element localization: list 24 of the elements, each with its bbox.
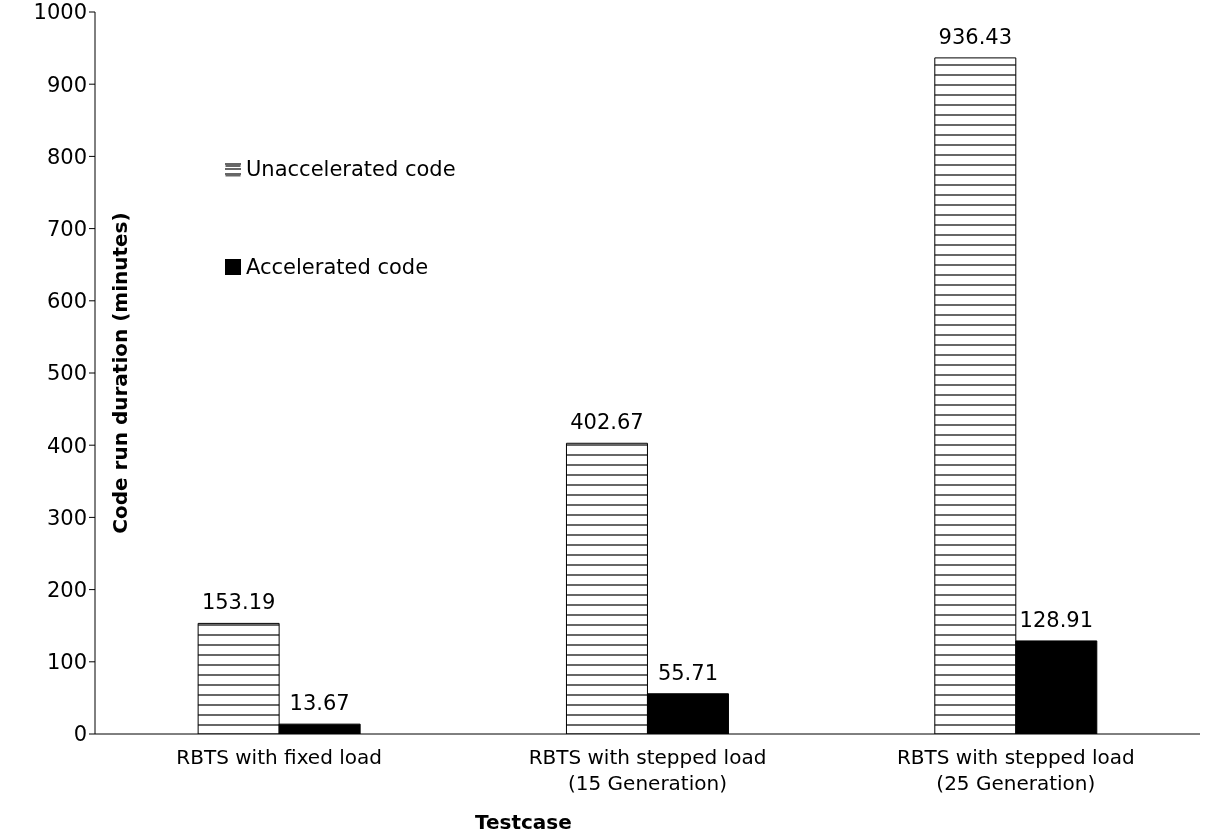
data-label: 13.67 — [289, 691, 350, 716]
y-axis-title: Code run duration (minutes) — [108, 212, 132, 534]
data-label: 153.19 — [201, 590, 276, 615]
y-tick-label: 900 — [46, 72, 87, 97]
y-tick-label: 200 — [46, 578, 87, 603]
data-label: 402.67 — [570, 410, 644, 435]
legend-label: Accelerated code — [246, 255, 429, 279]
data-label: 55.71 — [657, 660, 719, 685]
y-tick-label: 400 — [46, 433, 87, 458]
data-label: 128.91 — [1019, 607, 1094, 632]
x-tick-label: RBTS with fixed load — [176, 745, 382, 769]
y-tick-label: 700 — [46, 217, 87, 242]
y-tick-label: 800 — [46, 144, 87, 169]
x-axis-title: Testcase — [475, 810, 572, 834]
y-tick-label: 300 — [46, 505, 87, 530]
y-tick-label: 600 — [46, 289, 87, 314]
y-tick-label: 0 — [73, 722, 87, 747]
legend-label: Unaccelerated code — [246, 157, 456, 181]
data-label: 936.43 — [938, 24, 1013, 49]
y-tick-label: 500 — [46, 361, 87, 386]
y-tick-label: 100 — [46, 650, 87, 675]
x-tick-label: RBTS with stepped load (25 Generation) — [896, 745, 1135, 795]
y-tick-label: 1000 — [33, 0, 87, 25]
x-tick-label: RBTS with stepped load (15 Generation) — [528, 745, 767, 795]
